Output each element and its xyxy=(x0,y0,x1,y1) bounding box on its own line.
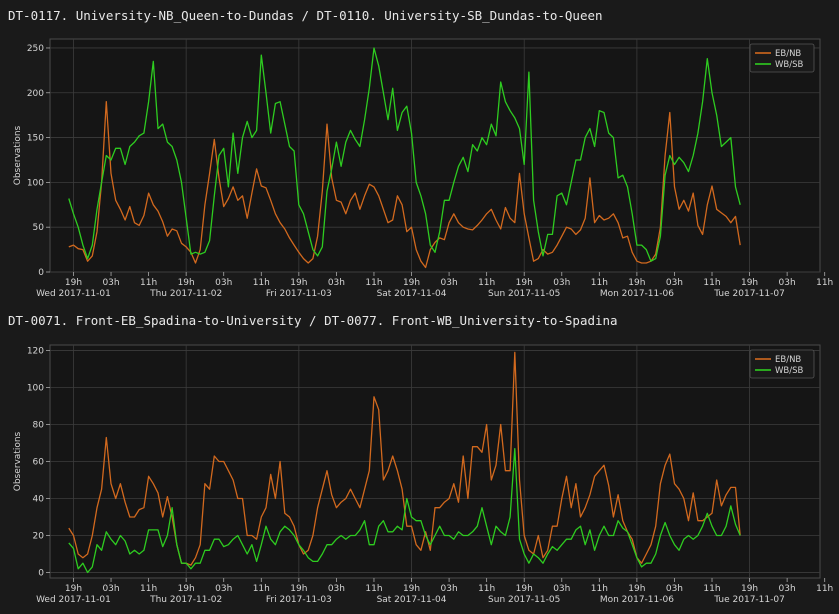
x-tick-label: 19h xyxy=(628,278,645,288)
series-line-wb-sb xyxy=(68,47,741,262)
y-tick-label: 100 xyxy=(27,384,44,394)
x-tick-label: 19h xyxy=(403,584,420,594)
day-label: Fri 2017-11-03 xyxy=(266,289,332,299)
legend-label: WB/SB xyxy=(775,60,803,70)
y-tick-label: 120 xyxy=(27,347,44,357)
day-label: Sun 2017-11-05 xyxy=(488,595,560,605)
x-tick-label: 11h xyxy=(816,278,833,288)
y-tick-label: 50 xyxy=(33,223,45,233)
day-label: Mon 2017-11-06 xyxy=(600,289,674,299)
x-tick-label: 11h xyxy=(703,278,720,288)
x-tick-label: 03h xyxy=(215,584,232,594)
day-label: Thu 2017-11-02 xyxy=(149,595,222,605)
x-tick-label: 19h xyxy=(516,584,533,594)
x-tick-label: 19h xyxy=(290,584,307,594)
y-tick-label: 100 xyxy=(27,178,44,188)
x-tick-label: 03h xyxy=(328,278,345,288)
x-tick-label: 03h xyxy=(102,278,119,288)
x-tick-label: 11h xyxy=(591,278,608,288)
day-label: Wed 2017-11-01 xyxy=(36,595,111,605)
day-label: Tue 2017-11-07 xyxy=(713,289,785,299)
y-tick-label: 0 xyxy=(38,268,44,278)
y-tick-label: 60 xyxy=(33,458,45,468)
chart-1: 0 50 100 150 200 250 19h 03h 11h 19h 03h 11h 19h 03h 1… xyxy=(13,38,833,299)
legend-label: EB/NB xyxy=(775,355,801,365)
x-tick-label: 11h xyxy=(365,584,382,594)
x-tick-label: 03h xyxy=(441,278,458,288)
x-tick-label: 11h xyxy=(140,278,157,288)
legend-label: WB/SB xyxy=(775,366,803,376)
day-label: Tue 2017-11-07 xyxy=(713,595,785,605)
x-tick-label: 19h xyxy=(290,278,307,288)
chart-2: 0 20 40 60 80 100 120 19h 03h 11h 19h 03h 11h 19h 03h 1… xyxy=(13,344,833,605)
x-tick-label: 11h xyxy=(591,584,608,594)
x-tick-label: 03h xyxy=(328,584,345,594)
x-tick-label: 19h xyxy=(741,584,758,594)
x-tick-label: 11h xyxy=(816,584,833,594)
x-tick-label: 11h xyxy=(253,278,270,288)
x-tick-label: 03h xyxy=(666,584,683,594)
x-tick-label: 11h xyxy=(478,584,495,594)
x-tick-label: 11h xyxy=(253,584,270,594)
day-label: Sun 2017-11-05 xyxy=(488,289,560,299)
y-tick-label: 80 xyxy=(33,421,45,431)
day-label: Sat 2017-11-04 xyxy=(377,595,447,605)
y-axis-label: Observations xyxy=(13,125,23,185)
x-tick-label: 03h xyxy=(779,278,796,288)
y-tick-label: 20 xyxy=(33,531,45,541)
legend-box xyxy=(749,43,815,73)
day-label: Wed 2017-11-01 xyxy=(36,289,111,299)
x-tick-label: 03h xyxy=(779,584,796,594)
chart-1-title: DT-0117. University-NB_Queen-to-Dundas /… xyxy=(8,8,603,23)
chart-2-title: DT-0071. Front-EB_Spadina-to-University … xyxy=(8,313,618,328)
y-tick-label: 200 xyxy=(27,89,44,99)
series-line-eb-nb xyxy=(68,101,741,269)
x-tick-label: 19h xyxy=(403,278,420,288)
x-tick-label: 11h xyxy=(478,278,495,288)
y-tick-label: 0 xyxy=(38,568,44,578)
x-tick-label: 03h xyxy=(102,584,119,594)
x-tick-label: 19h xyxy=(178,584,195,594)
x-tick-label: 03h xyxy=(553,584,570,594)
day-label: Fri 2017-11-03 xyxy=(266,595,332,605)
day-label: Mon 2017-11-06 xyxy=(600,595,674,605)
x-tick-label: 11h xyxy=(365,278,382,288)
legend-box xyxy=(749,349,815,379)
y-tick-label: 40 xyxy=(33,494,45,504)
y-tick-label: 150 xyxy=(27,134,44,144)
x-tick-label: 03h xyxy=(215,278,232,288)
day-label: Thu 2017-11-02 xyxy=(149,289,222,299)
x-tick-label: 19h xyxy=(628,584,645,594)
x-tick-label: 19h xyxy=(741,278,758,288)
x-tick-label: 03h xyxy=(666,278,683,288)
x-tick-label: 19h xyxy=(65,278,82,288)
x-tick-label: 11h xyxy=(703,584,720,594)
x-tick-label: 03h xyxy=(553,278,570,288)
day-label: Sat 2017-11-04 xyxy=(377,289,447,299)
series-line-wb-sb xyxy=(68,447,741,574)
x-tick-label: 19h xyxy=(178,278,195,288)
x-tick-label: 19h xyxy=(65,584,82,594)
legend-label: EB/NB xyxy=(775,49,801,59)
x-tick-label: 11h xyxy=(140,584,157,594)
x-tick-label: 19h xyxy=(516,278,533,288)
y-axis-label: Observations xyxy=(13,431,23,491)
y-tick-label: 250 xyxy=(27,44,44,54)
x-tick-label: 03h xyxy=(441,584,458,594)
plot-area xyxy=(49,38,821,273)
